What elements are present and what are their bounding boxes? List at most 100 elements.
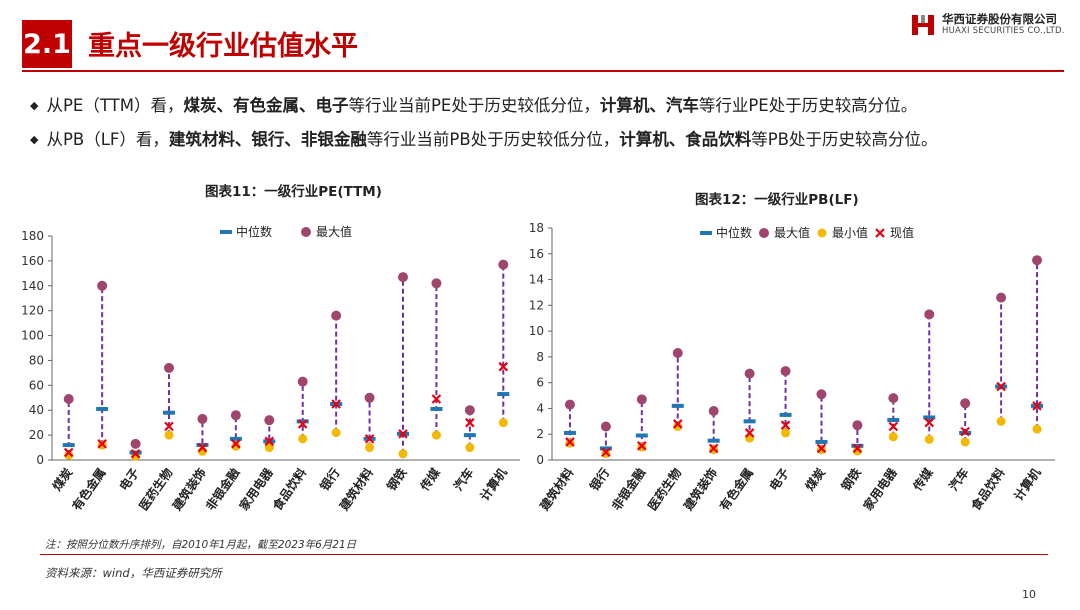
section-number: 2.1 [22,20,72,68]
max-point [564,399,575,410]
y-tick-label: 40 [29,403,44,417]
legend-label: 最小值 [832,225,868,240]
legend-median-icon [700,231,712,235]
y-tick-label: 2 [536,427,544,441]
y-tick-label: 180 [21,229,44,243]
y-tick-label: 16 [529,247,544,261]
min-point [431,430,441,440]
y-tick-label: 120 [21,304,44,318]
chart-pe-title: 图表11：一级行业PE(TTM) [205,184,382,200]
min-point [781,428,791,438]
max-point [164,362,174,373]
min-point [264,443,274,453]
chart-pb-title: 图表12：一级行业PB(LF) [695,192,859,208]
min-point [924,434,934,444]
median-point [497,392,510,397]
median-point [563,430,576,435]
x-category-label: 电子 [766,465,792,493]
company-logo: 华西证券股份有限公司 HUAXI SECURITIES CO.,LTD. [910,10,1070,40]
x-category-label: 计算机 [1011,465,1044,503]
chart-note: 注：按照分位数升序排列，自2010年1月起，截至2023年6月21日 [45,539,357,551]
legend-median-icon [220,230,232,234]
min-point [64,450,74,460]
max-point [672,348,683,359]
x-category-label: 煤炭 [49,465,75,493]
bullet-text-run: 计算机、汽车 [599,96,699,115]
current-point [197,442,208,453]
min-point [1032,424,1042,434]
min-point [852,446,862,456]
current-point [780,420,791,430]
x-category-label: 非银金融 [608,465,648,513]
median-point [196,443,209,448]
max-point [464,405,475,416]
bullet-text-run: 建筑材料、银行、非银金融 [168,130,367,149]
y-tick-label: 80 [29,353,44,367]
max-point [600,421,611,432]
median-point [635,433,648,438]
current-point [852,443,863,454]
min-point [398,449,408,459]
bullet-text-run: 煤炭、有色金属、电子 [183,96,349,115]
current-point [63,447,74,458]
median-point [743,419,756,424]
min-point [888,432,898,442]
median-point [296,419,309,424]
bullet-text-run: 从PE（TTM）看， [46,96,184,115]
diamond-bullet-icon: ◆ [30,99,39,112]
y-tick-label: 160 [21,254,44,268]
current-point [364,434,375,444]
bullet-text-run: 从PB（LF）看， [46,130,169,149]
legend-label: 最大值 [774,225,810,240]
median-point [430,406,443,411]
bullet-text-run: 等PB处于历史较高分位。 [751,130,938,149]
max-point [996,292,1007,303]
x-category-label: 医药生物 [644,465,684,513]
max-point [780,366,791,377]
diamond-bullet-icon: ◆ [30,133,39,146]
section-title: 重点一级行业估值水平 [88,31,358,62]
min-point [996,416,1006,426]
min-point [673,421,683,431]
logo-english-name: HUAXI SECURITIES CO.,LTD. [942,26,1065,36]
x-category-label: 传媒 [909,464,936,494]
median-point [163,410,175,415]
max-point [364,392,375,403]
min-point [298,434,308,444]
median-point [229,436,242,441]
x-category-label: 食品饮料 [967,465,1007,514]
x-category-label: 银行 [586,465,612,493]
y-tick-label: 8 [536,350,544,364]
y-tick-label: 6 [536,376,544,390]
y-tick-label: 20 [29,428,44,442]
y-tick-label: 0 [36,453,44,467]
data-source: 资料来源：wind，华西证券研究所 [45,566,222,580]
current-point [130,449,141,459]
max-point [431,278,442,289]
median-point [923,415,936,420]
x-category-label: 有色金属 [716,465,756,513]
footer-divider [40,554,1048,555]
x-category-label: 建筑装饰 [168,465,208,514]
x-category-label: 电子 [116,465,142,493]
current-point [498,361,509,372]
y-tick-label: 4 [536,401,544,415]
min-point [331,428,341,438]
median-point [887,418,900,423]
y-tick-label: 100 [21,329,44,343]
bullet-text-run: 等行业当前PB处于历史较低分位， [366,130,620,149]
legend-max-icon [301,227,311,237]
max-point [852,420,863,431]
max-point [888,393,899,404]
max-point [708,406,719,417]
median-point [96,406,109,411]
min-point [231,441,241,451]
min-point [365,443,375,453]
max-point [744,368,755,379]
x-category-label: 煤炭 [802,465,828,493]
y-tick-label: 14 [529,273,544,287]
max-point [297,376,308,387]
median-point [707,438,720,443]
max-point [960,398,971,409]
